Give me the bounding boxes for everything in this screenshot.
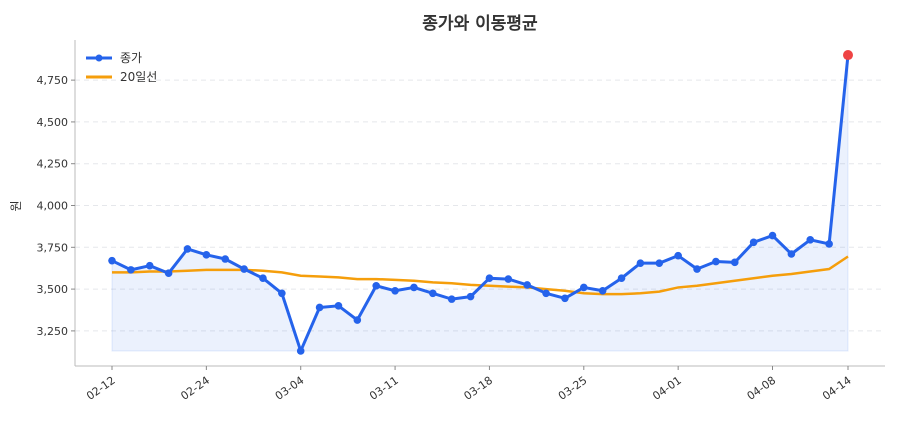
y-tick-label: 4,000 (37, 200, 69, 213)
y-tick-label: 4,500 (37, 116, 69, 129)
x-tick-label: 04-01 (650, 374, 684, 403)
close-point (296, 347, 305, 355)
close-point (334, 302, 343, 310)
close-point (391, 286, 399, 295)
legend: 종가 20일선 (86, 51, 157, 84)
close-point (523, 281, 531, 289)
close-point (504, 275, 513, 283)
close-point (145, 261, 154, 270)
x-tick-label: 03-25 (556, 374, 590, 403)
x-tick-label: 02-24 (178, 374, 212, 403)
y-tick-label: 3,500 (37, 283, 69, 296)
close-point (561, 294, 569, 303)
close-point (674, 251, 682, 260)
close-point (372, 281, 381, 290)
chart-title: 종가와 이동평균 (422, 14, 538, 34)
close-point (749, 238, 758, 247)
close-area-fill (111, 54, 849, 353)
close-point-latest (843, 50, 853, 61)
close-point (429, 289, 437, 298)
close-point (259, 274, 267, 283)
y-tick-label: 4,750 (37, 74, 69, 87)
x-tick-label: 03-18 (462, 374, 496, 403)
y-tick-label: 3,750 (37, 241, 69, 254)
y-tick-label: 3,250 (37, 325, 69, 338)
close-point (315, 303, 324, 312)
legend-ma20-label: 20일선 (120, 70, 157, 84)
close-point (353, 316, 362, 324)
close-point (542, 289, 550, 298)
close-point (240, 265, 248, 273)
close-point (108, 256, 116, 265)
x-tick-label: 04-08 (745, 374, 779, 403)
y-axis-label: 원 (9, 200, 23, 211)
close-point (202, 251, 211, 259)
close-point (655, 259, 664, 267)
close-point (825, 240, 833, 248)
close-point (447, 295, 456, 303)
close-point (410, 283, 418, 292)
close-point (127, 266, 135, 274)
legend-close-marker (95, 54, 103, 62)
close-point (787, 250, 796, 258)
x-tick-label: 03-11 (367, 374, 401, 403)
close-point (730, 258, 739, 267)
close-point (164, 269, 173, 278)
close-point (466, 292, 475, 301)
x-tick-label: 03-04 (273, 374, 307, 403)
close-point (183, 245, 192, 253)
close-point (598, 286, 607, 295)
close-point (712, 257, 720, 266)
close-point (221, 255, 230, 263)
close-point (693, 265, 701, 273)
x-tick-label: 04-14 (820, 374, 854, 403)
close-point (806, 235, 815, 244)
x-tick-label: 02-12 (84, 374, 118, 403)
close-point (636, 259, 645, 267)
close-point (278, 289, 286, 298)
close-point (768, 231, 777, 240)
y-tick-label: 4,250 (37, 158, 69, 171)
close-point (485, 274, 494, 283)
close-point (617, 274, 626, 283)
close-point (579, 283, 588, 292)
legend-close-label: 종가 (120, 51, 142, 65)
close-line (111, 54, 850, 353)
